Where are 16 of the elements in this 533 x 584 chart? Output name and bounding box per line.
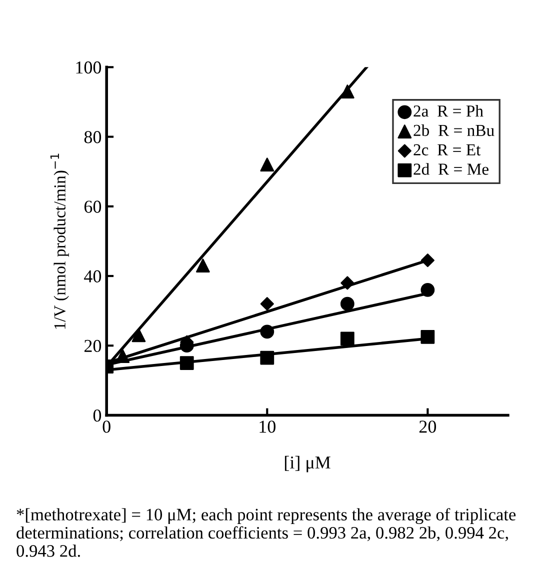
legend-label: 2d R = Me (414, 163, 488, 175)
y-tick-label: 20 (84, 340, 102, 352)
x-axis-title: [i] μM (284, 456, 330, 472)
legend-label: 2c R = Et (414, 144, 481, 156)
legend-label: 2a R = Ph (414, 104, 484, 117)
x-tick-label: 10 (260, 420, 276, 433)
y-axis-title: 1/V (nmol product/min)$^{−1}$ (50, 154, 69, 329)
y-tick-label: 100 (76, 61, 102, 74)
legend-label: 2b R = nBu (414, 124, 494, 136)
y-tick-label: 60 (84, 200, 102, 213)
text: *[methotrexate] = 10 μM; each point represents the average of triplicate determinations; correlation coefficients = 0.993 2a, 0.982 2b, 0.994 2c, 0.943 2d. (16, 508, 516, 557)
y-tick-label: 40 (84, 270, 102, 282)
y-tick-label: 0 (93, 409, 102, 422)
x-tick-label: 20 (419, 420, 436, 433)
y-tick-label: 80 (84, 131, 102, 144)
x-tick-label: 0 (102, 420, 110, 433)
